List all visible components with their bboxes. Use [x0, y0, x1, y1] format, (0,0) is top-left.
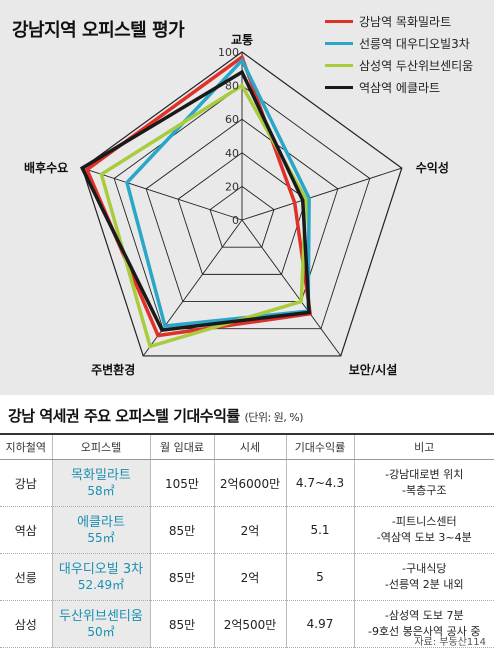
- building-area: 52.49㎡: [77, 577, 125, 592]
- building-cell: 대우디오빌 3차 52.49㎡: [51, 553, 150, 601]
- tick-label: 100: [218, 46, 239, 59]
- legend-item: 선릉역 대우디오빌3차: [325, 32, 485, 54]
- column-header: 기대수익률: [285, 433, 354, 460]
- legend-swatch: [325, 63, 353, 67]
- axis-spoke: [82, 167, 243, 221]
- building-cell: 목화밀라트 58㎡: [51, 459, 150, 507]
- source-note: 자료: 부동산114: [414, 637, 486, 648]
- table-row: 삼성 두산위브센티움 50㎡ 85만 2억500만 4.97 -삼성역 도보 7…: [0, 600, 494, 648]
- station-cell: 삼성: [0, 600, 52, 648]
- station-cell: 역삼: [0, 506, 52, 554]
- axis-spoke: [142, 219, 243, 357]
- table-row: 강남 목화밀라트 58㎡ 105만 2억6000만 4.7~4.3 -강남대로변…: [0, 459, 494, 507]
- table-title-text: 강남 역세권 주요 오피스텔 기대수익률: [8, 407, 240, 425]
- column-header: 지하철역: [0, 433, 52, 460]
- rent-cell: 105만: [149, 459, 214, 507]
- chart-title: 강남지역 오피스텔 평가: [12, 20, 185, 41]
- building-area: 58㎡: [87, 483, 115, 498]
- legend-item: 삼성역 두산위브센티움: [325, 54, 485, 76]
- note-cell: -구내식당 -선릉역 2분 내외: [353, 553, 494, 601]
- building-name: 대우디오빌 3차: [58, 561, 144, 577]
- note-line: -역삼역 도보 3~4분: [376, 531, 472, 544]
- building-name: 목화밀라트: [71, 467, 131, 483]
- legend-label: 역삼역 에클라트: [359, 80, 441, 95]
- note-cell: -피트니스센터 -역삼역 도보 3~4분: [353, 506, 494, 554]
- building-cell: 두산위브센티움 50㎡: [51, 600, 150, 648]
- axis-label: 주변환경: [91, 362, 135, 377]
- yield-table: 지하철역 오피스텔 월 임대료 시세 기대수익률 비고 강남 목화밀라트 58㎡…: [0, 433, 494, 648]
- column-header: 비고: [353, 433, 494, 460]
- series-line: [79, 69, 311, 332]
- note-line: -구내식당: [402, 562, 447, 575]
- yield-cell: 5: [285, 553, 354, 601]
- column-header: 월 임대료: [149, 433, 214, 460]
- note-line: -9호선 봉은사역 공사 중: [367, 625, 481, 638]
- building-name: 두산위브센티움: [59, 608, 143, 624]
- axis-label: 배후수요: [24, 160, 68, 175]
- axis-label: 보안/시설: [349, 362, 398, 377]
- yield-cell: 4.97: [285, 600, 354, 648]
- legend-item: 강남역 목화밀라트: [325, 10, 485, 32]
- tick-label: 80: [225, 80, 239, 93]
- price-cell: 2억6000만: [213, 459, 286, 507]
- building-name: 에클라트: [77, 514, 125, 530]
- table-header-row: 지하철역 오피스텔 월 임대료 시세 기대수익률 비고: [0, 433, 494, 460]
- building-area: 55㎡: [87, 530, 115, 545]
- legend-swatch: [325, 85, 353, 89]
- yield-cell: 5.1: [285, 506, 354, 554]
- rent-cell: 85만: [149, 553, 214, 601]
- grid-ring: [113, 85, 371, 330]
- series-line: [125, 57, 311, 328]
- grid-ring: [81, 51, 403, 357]
- column-header: 오피스텔: [51, 433, 150, 460]
- rent-cell: 85만: [149, 506, 214, 554]
- price-cell: 2억500만: [213, 600, 286, 648]
- table-unit: (단위: 원, %): [244, 411, 304, 424]
- legend-label: 선릉역 대우디오빌3차: [359, 36, 470, 51]
- note-line: -강남대로변 위치: [385, 468, 464, 481]
- table-row: 역삼 에클라트 55㎡ 85만 2억 5.1 -피트니스센터 -역삼역 도보 3…: [0, 506, 494, 554]
- rent-cell: 85만: [149, 600, 214, 648]
- table-title: 강남 역세권 주요 오피스텔 기대수익률 (단위: 원, %): [8, 405, 304, 426]
- tick-label: 0: [232, 214, 239, 227]
- note-cell: -삼성역 도보 7분 -9호선 봉은사역 공사 중: [353, 600, 494, 648]
- legend-label: 삼성역 두산위브센티움: [359, 58, 474, 73]
- building-cell: 에클라트 55㎡: [51, 506, 150, 554]
- note-line: -복층구조: [402, 484, 447, 497]
- grid-ring: [209, 185, 275, 248]
- yield-cell: 4.7~4.3: [285, 459, 354, 507]
- grid-ring: [145, 118, 339, 302]
- tick-label: 40: [225, 147, 239, 160]
- legend-label: 강남역 목화밀라트: [359, 14, 452, 29]
- station-cell: 강남: [0, 459, 52, 507]
- legend-swatch: [325, 41, 353, 45]
- grid-ring: [177, 152, 307, 275]
- tick-label: 60: [225, 113, 239, 126]
- legend-swatch: [325, 19, 353, 23]
- axis-spoke: [241, 167, 402, 221]
- station-cell: 선릉: [0, 553, 52, 601]
- axis-label: 수익성: [416, 161, 449, 175]
- note-line: -삼성역 도보 7분: [384, 609, 464, 622]
- price-cell: 2억: [213, 553, 286, 601]
- price-cell: 2억: [213, 506, 286, 554]
- note-cell: -강남대로변 위치 -복층구조: [353, 459, 494, 507]
- note-line: -선릉역 2분 내외: [384, 578, 464, 591]
- chart-legend: 강남역 목화밀라트 선릉역 대우디오빌3차 삼성역 두산위브센티움 역삼역 에클…: [325, 10, 485, 98]
- note-line: -피트니스센터: [391, 515, 457, 528]
- axis-label: 교통: [231, 32, 253, 47]
- yield-table-section: 강남 역세권 주요 오피스텔 기대수익률 (단위: 원, %) 지하철역 오피스…: [0, 395, 494, 655]
- building-area: 50㎡: [87, 624, 115, 639]
- column-header: 시세: [213, 433, 286, 460]
- tick-label: 20: [225, 180, 239, 193]
- table-row: 선릉 대우디오빌 3차 52.49㎡ 85만 2억 5 -구내식당 -선릉역 2…: [0, 553, 494, 601]
- axis-spoke: [241, 219, 342, 357]
- legend-item: 역삼역 에클라트: [325, 76, 485, 98]
